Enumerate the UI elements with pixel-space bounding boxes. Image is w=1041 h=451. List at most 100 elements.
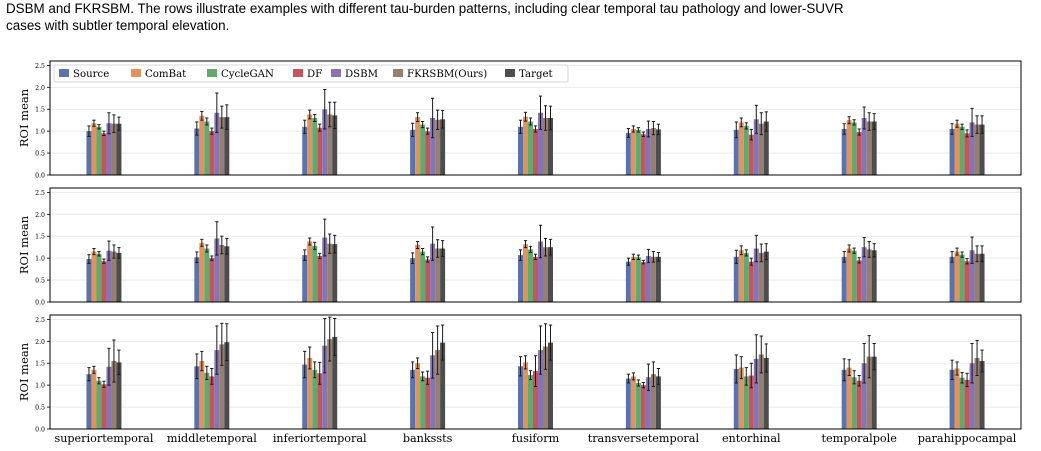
bar	[959, 377, 965, 429]
bar	[101, 133, 107, 175]
bar	[861, 118, 867, 175]
bar	[219, 117, 225, 175]
x-tick-label: entorhinal	[722, 432, 781, 445]
bar	[841, 128, 847, 175]
y-tick-label: 1.5	[35, 107, 45, 114]
bar	[949, 256, 955, 302]
bar	[312, 245, 318, 302]
x-tick-label: superiortemporal	[54, 432, 153, 445]
bar	[106, 123, 112, 175]
bar	[101, 261, 107, 302]
bar	[307, 114, 313, 175]
legend-swatch	[505, 69, 515, 77]
legend-swatch	[207, 69, 217, 77]
bar	[194, 257, 200, 302]
bar	[543, 247, 548, 302]
bar	[209, 131, 215, 175]
y-tick-label: 0.5	[35, 151, 45, 158]
bar	[846, 248, 852, 302]
bar	[533, 256, 538, 302]
bar	[410, 369, 416, 429]
bar	[640, 134, 646, 175]
bar	[866, 356, 872, 429]
bar	[533, 128, 538, 175]
legend-label: DSBM	[345, 69, 378, 80]
bar	[753, 119, 759, 175]
bar	[194, 366, 200, 429]
bar	[420, 124, 426, 175]
bar	[846, 120, 852, 175]
bar	[635, 129, 641, 175]
x-tick-label: bankssts	[403, 432, 453, 445]
x-tick-label: middletemporal	[167, 432, 257, 445]
bar	[763, 121, 769, 175]
bar	[435, 119, 441, 175]
bar	[332, 336, 338, 429]
bar	[758, 354, 764, 429]
bar	[635, 382, 641, 429]
bar	[645, 377, 651, 429]
y-tick-label: 0.5	[35, 405, 45, 412]
bar	[415, 245, 421, 302]
y-tick-label: 2.0	[35, 212, 45, 219]
bar	[625, 132, 631, 175]
bar	[758, 252, 764, 302]
bar	[969, 122, 975, 175]
bar	[650, 256, 656, 302]
bar	[979, 124, 985, 175]
bar	[317, 255, 323, 302]
bar	[738, 122, 744, 175]
bar	[655, 256, 661, 302]
bar	[533, 371, 538, 429]
legend-label: Source	[73, 69, 109, 80]
bar	[116, 123, 122, 175]
bar	[317, 373, 323, 429]
x-tick-label: inferiortemporal	[273, 432, 367, 445]
bar	[322, 237, 328, 302]
bar	[425, 377, 431, 429]
bar	[96, 253, 102, 302]
bar	[199, 115, 205, 175]
bar	[302, 255, 308, 302]
bar	[219, 245, 225, 302]
bar	[435, 248, 441, 302]
bar	[748, 375, 754, 429]
legend-swatch	[293, 69, 303, 77]
bar	[199, 242, 205, 302]
y-tick-label: 1.5	[35, 361, 45, 368]
bar	[748, 261, 754, 302]
bar	[312, 118, 318, 175]
bar	[974, 124, 980, 175]
bar	[523, 244, 528, 302]
x-tick-label: parahippocampal	[918, 432, 1017, 445]
bar	[650, 374, 656, 429]
legend-swatch	[331, 69, 341, 77]
x-tick-label: fusiform	[512, 432, 560, 445]
bar	[302, 126, 308, 175]
bar	[743, 252, 749, 302]
bar	[548, 342, 553, 429]
y-tick-label: 1.0	[35, 256, 45, 263]
bar	[738, 367, 744, 429]
bar	[851, 377, 857, 429]
bar	[528, 121, 533, 175]
bar	[332, 115, 338, 175]
bar	[733, 368, 739, 429]
bar	[548, 247, 553, 302]
bar	[415, 117, 421, 175]
bar	[111, 123, 117, 175]
bar	[655, 376, 661, 429]
bar	[440, 342, 446, 429]
bar	[625, 378, 631, 429]
bar	[630, 128, 636, 175]
bar	[841, 256, 847, 302]
figure-caption: DSBM and FKRSBM. The rows illustrate exa…	[6, 0, 1036, 34]
y-axis-label: ROI mean	[17, 215, 31, 274]
bar	[543, 346, 548, 429]
bar	[645, 128, 651, 175]
bar	[327, 114, 333, 175]
bar	[224, 342, 230, 429]
bar	[548, 118, 553, 175]
bar	[86, 259, 92, 302]
